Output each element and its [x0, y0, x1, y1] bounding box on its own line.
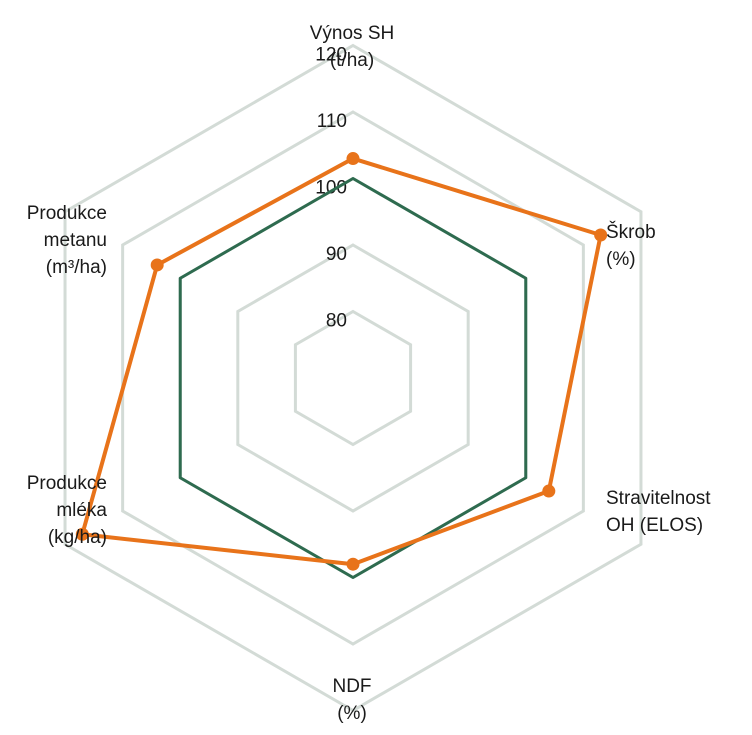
tick-label-100: 100: [315, 178, 347, 199]
series-2-point-1: [346, 152, 360, 166]
grid-ring-80: [293, 309, 413, 447]
axis-label-produkce-metanu: Produkce metanu (m³/ha): [26, 203, 107, 278]
tick-label-90: 90: [326, 244, 347, 265]
series-2-point-3: [542, 484, 556, 498]
axis-label-produkce-mleka: Produkce mléka (kg/ha): [26, 473, 107, 548]
grid-ring-120: [63, 43, 643, 713]
tick-label-120: 120: [315, 45, 347, 66]
grid-ring-110: [121, 110, 585, 646]
axis-label-vynos: Výnos SH (t/ha): [309, 23, 395, 71]
series-layer: [75, 152, 608, 579]
series-1-line: [178, 177, 528, 579]
tick-label-80: 80: [326, 311, 347, 332]
series-2-point-4: [346, 557, 360, 571]
axis-label-ndf: NDF (%): [332, 676, 372, 724]
series-2-point-2: [594, 228, 608, 242]
tick-label-110: 110: [317, 111, 347, 132]
axis-label-skrob: Škrob (%): [606, 222, 656, 270]
grid-ring-90: [236, 243, 470, 513]
series-2-point-6: [150, 258, 164, 272]
series-2-point-5: [75, 527, 89, 541]
axis-label-stravitelnost: Stravitelnost OH (ELOS): [606, 488, 711, 536]
radar-grid: [63, 43, 643, 713]
tick-labels: 80 90 100 110 120: [315, 45, 347, 332]
